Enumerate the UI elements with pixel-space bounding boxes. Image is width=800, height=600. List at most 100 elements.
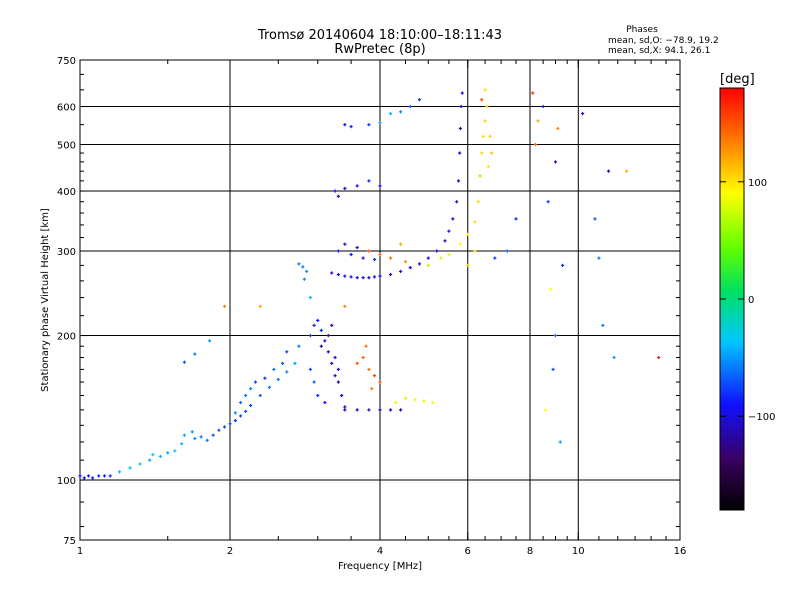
data-point — [536, 119, 540, 123]
data-point — [367, 179, 371, 183]
data-point — [263, 376, 267, 380]
data-point — [253, 380, 258, 384]
data-point — [388, 256, 393, 260]
y-tick-label: 500 — [57, 141, 76, 152]
data-point — [447, 229, 451, 233]
data-point — [343, 274, 347, 278]
data-point — [378, 121, 382, 125]
data-point — [330, 271, 334, 275]
data-point — [249, 403, 253, 408]
data-point — [560, 263, 565, 267]
data-point — [355, 184, 359, 188]
data-point — [372, 257, 377, 262]
data-point — [426, 263, 430, 267]
data-point — [343, 186, 347, 191]
data-point — [336, 380, 340, 384]
data-point — [267, 385, 272, 389]
data-point — [456, 179, 461, 183]
data-point — [478, 174, 482, 178]
data-point — [336, 367, 340, 372]
data-point — [244, 409, 248, 413]
data-point — [533, 142, 537, 147]
data-point — [426, 256, 430, 260]
data-point — [486, 164, 490, 169]
data-point — [460, 91, 464, 95]
data-point — [238, 414, 243, 418]
data-point — [326, 333, 330, 338]
data-point — [190, 430, 194, 434]
data-point — [372, 275, 377, 279]
data-point — [349, 275, 353, 279]
data-point — [553, 160, 558, 164]
data-point — [211, 433, 215, 437]
data-point — [597, 256, 601, 260]
data-points — [78, 88, 661, 480]
data-point — [417, 98, 422, 102]
data-point — [370, 387, 374, 391]
chart-title: Tromsø 20140604 18:10:00–18:11:43 — [257, 28, 502, 43]
data-point — [312, 380, 316, 384]
data-point — [343, 304, 347, 309]
data-point — [238, 400, 243, 405]
data-point — [222, 425, 227, 429]
data-point — [466, 263, 470, 267]
data-point — [624, 169, 629, 173]
data-point — [483, 119, 487, 123]
x-tick-label: 8 — [527, 546, 533, 557]
data-point — [336, 194, 340, 198]
data-point — [108, 474, 112, 478]
data-point — [394, 400, 398, 405]
data-point — [258, 304, 262, 309]
data-point — [505, 249, 509, 253]
y-tick-label: 300 — [57, 247, 76, 258]
data-point — [367, 408, 371, 412]
data-point — [551, 367, 555, 372]
data-point — [473, 220, 477, 224]
data-point — [297, 344, 301, 348]
data-point — [148, 458, 152, 462]
data-point — [316, 393, 320, 398]
x-tick-label: 10 — [572, 546, 585, 557]
data-point — [333, 355, 337, 360]
data-point — [481, 134, 485, 138]
data-point — [343, 123, 347, 127]
data-point — [388, 111, 393, 116]
data-point — [280, 361, 285, 365]
data-point — [276, 377, 280, 382]
data-point — [233, 418, 237, 423]
data-point — [417, 262, 422, 266]
data-point — [173, 449, 177, 453]
data-point — [361, 355, 365, 360]
data-point — [222, 304, 227, 309]
data-point — [378, 380, 382, 384]
x-axis-label: Frequency [MHz] — [338, 561, 422, 572]
data-point — [336, 272, 340, 277]
data-point — [455, 200, 459, 204]
data-point — [343, 405, 347, 409]
data-point — [388, 408, 393, 412]
data-point — [459, 104, 463, 109]
data-point — [531, 91, 535, 95]
data-point — [403, 260, 408, 264]
data-point — [323, 400, 327, 405]
data-point — [378, 184, 382, 188]
data-point — [312, 323, 316, 327]
phase-x-stats: mean, sd,X: 94.1, 26.1 — [608, 46, 710, 56]
data-point — [490, 151, 494, 155]
data-point — [193, 436, 197, 441]
data-point — [233, 411, 237, 415]
data-point — [323, 339, 327, 343]
data-point — [166, 451, 170, 455]
data-point — [205, 438, 209, 442]
data-point — [158, 454, 163, 459]
data-point — [272, 367, 276, 372]
data-point — [549, 287, 553, 291]
data-point — [180, 442, 184, 446]
chart-subtitle: RwPretec (8p) — [334, 42, 425, 57]
data-point — [330, 361, 334, 365]
data-point — [544, 408, 548, 412]
data-point — [473, 249, 477, 253]
data-point — [182, 433, 186, 437]
data-point — [480, 98, 484, 102]
data-point — [458, 242, 463, 246]
